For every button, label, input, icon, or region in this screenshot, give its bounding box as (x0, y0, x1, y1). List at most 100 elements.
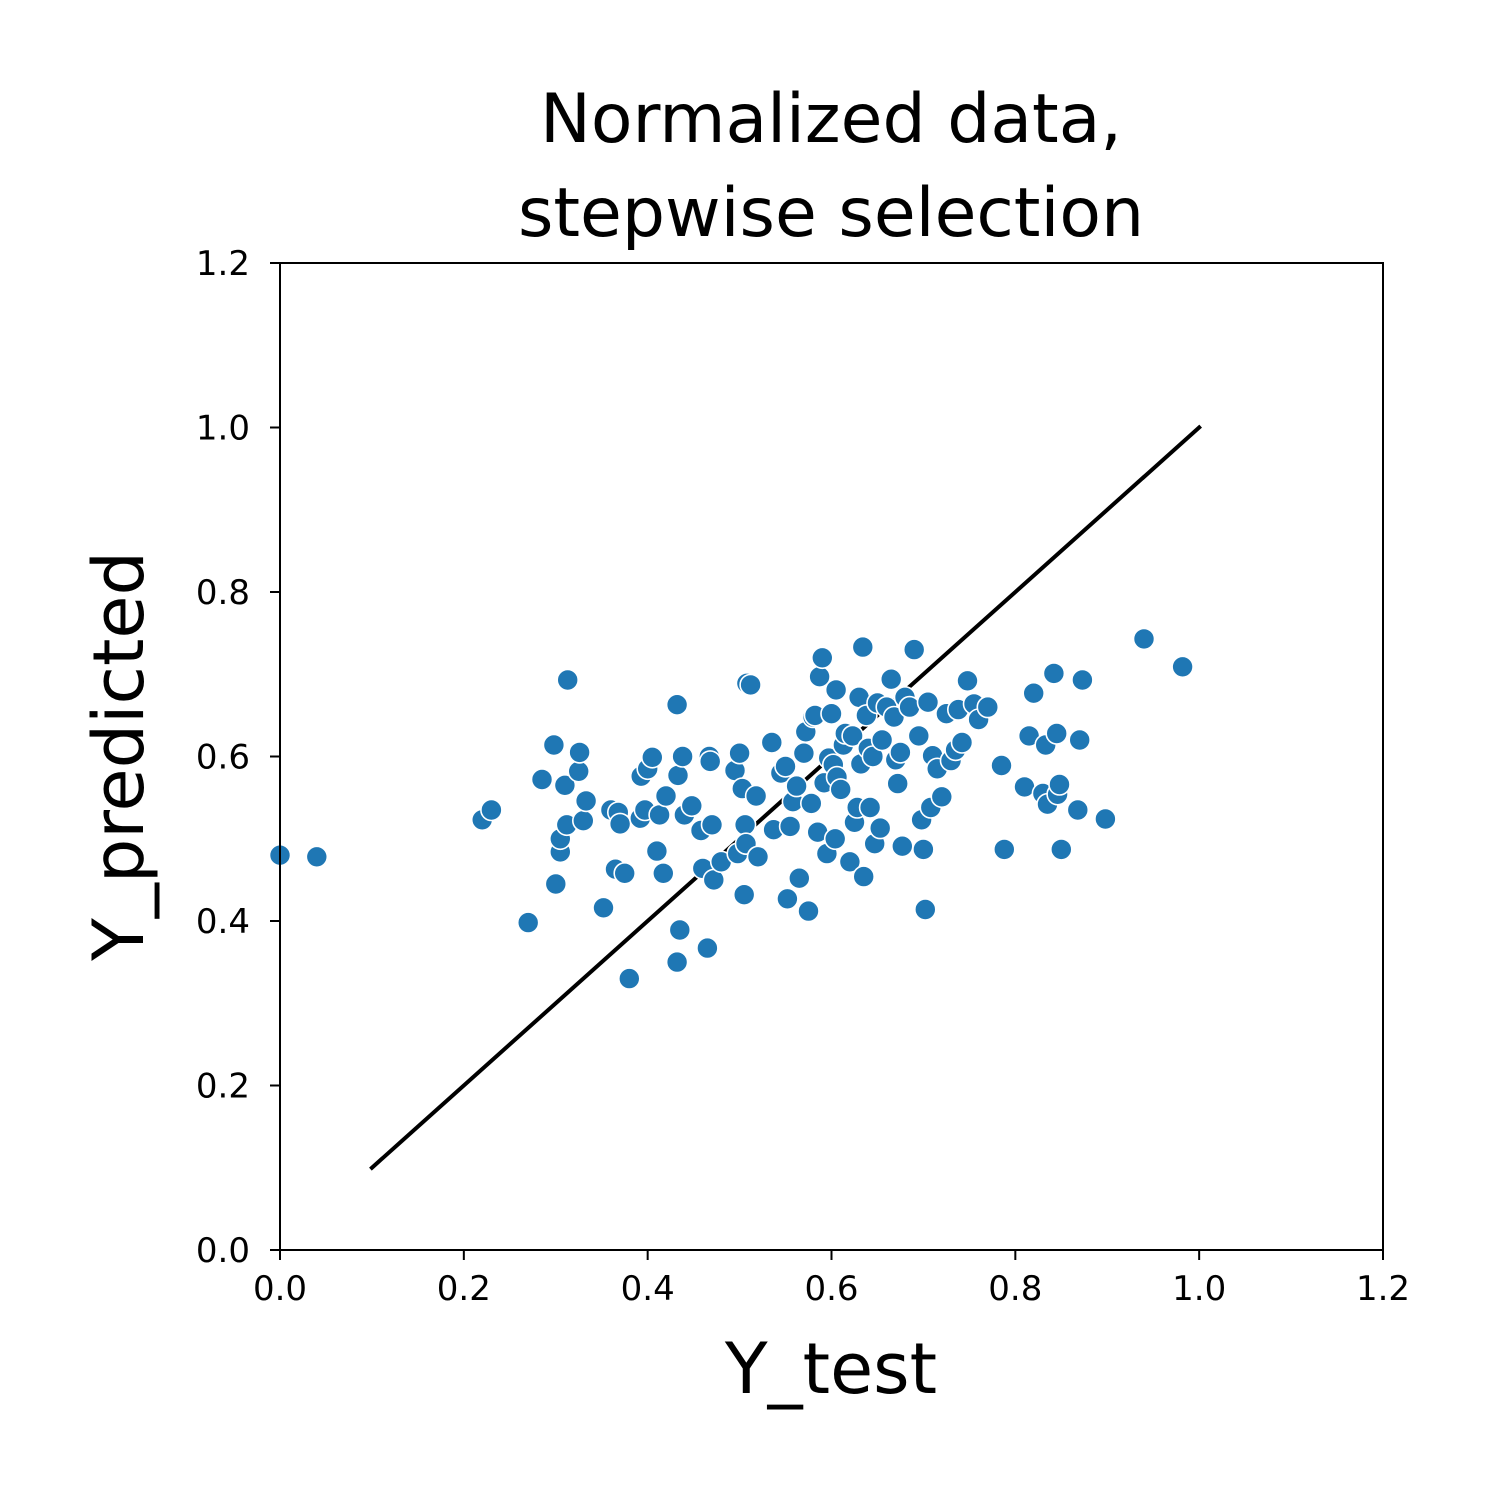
x-axis-label: Y_test (724, 1328, 937, 1410)
scatter-point (889, 741, 912, 764)
y-tick-label: 0.0 (196, 1231, 250, 1271)
scatter-point (810, 646, 834, 670)
scatter-point (305, 845, 329, 869)
scatter-point (700, 813, 724, 837)
scatter-point (778, 815, 802, 838)
scatter-point (516, 911, 540, 934)
scatter-point (542, 733, 566, 757)
chart-title-line-2: stepwise selection (518, 174, 1144, 253)
scatter-point (640, 745, 664, 769)
x-tick-label: 1.0 (1172, 1269, 1226, 1309)
x-tick-label: 1.2 (1356, 1269, 1410, 1309)
scatter-point (651, 861, 675, 885)
scatter-point (608, 812, 632, 836)
scatter-point (668, 918, 692, 942)
y-tick-label: 0.2 (196, 1067, 250, 1107)
scatter-point (797, 899, 820, 923)
scatter-point (930, 785, 954, 809)
scatter-point (654, 784, 678, 808)
scatter-point (544, 872, 568, 896)
scatter-point (592, 896, 615, 920)
y-axis-label: Y_predicted (78, 551, 160, 962)
scatter-point (890, 834, 914, 858)
scatter-point (648, 803, 671, 827)
scatter-point (739, 673, 762, 697)
y-axis-ticks: 0.0 0.2 0.4 0.6 0.8 1.0 1.2 (196, 244, 280, 1271)
scatter-point (645, 839, 669, 863)
scatter-point (776, 887, 799, 911)
scatter-point (1022, 681, 1045, 705)
scatter-point (898, 695, 921, 719)
scatter-point (990, 754, 1013, 777)
scatter-point (992, 838, 1016, 861)
scatter-point (574, 789, 598, 813)
scatter-point (728, 741, 751, 765)
scatter-point (680, 794, 704, 818)
scatter-point (665, 693, 689, 717)
scatter-point (902, 638, 926, 661)
scatter-point (913, 898, 937, 921)
scatter-point (1094, 807, 1117, 831)
scatter-point (665, 950, 689, 974)
scatter-point (907, 724, 931, 748)
scatter-point (1171, 655, 1194, 679)
y-tick-label: 1.2 (196, 244, 250, 284)
chart-title-line-1: Normalized data, (540, 80, 1122, 159)
y-tick-label: 1.0 (196, 409, 250, 449)
scatter-point (1068, 728, 1091, 752)
scatter-point (774, 755, 797, 778)
scatter-point (1042, 662, 1066, 685)
scatter-points-layer (268, 627, 1194, 990)
scatter-point (1066, 798, 1090, 822)
scatter-point (824, 678, 848, 702)
x-tick-label: 0.0 (253, 1269, 307, 1309)
scatter-point (746, 845, 770, 869)
scatter-point (556, 668, 580, 692)
scatter-point (829, 778, 853, 801)
y-tick-label: 0.4 (196, 902, 250, 942)
x-axis-ticks: 0.0 0.2 0.4 0.6 0.8 1.0 1.2 (253, 1250, 1410, 1309)
scatter-point (671, 745, 694, 768)
scatter-point (956, 669, 979, 693)
scatter-point (823, 827, 847, 851)
scatter-point (733, 813, 757, 837)
scatter-point (698, 750, 722, 773)
scatter-point (1132, 627, 1156, 651)
scatter-point (879, 667, 903, 691)
x-tick-label: 0.8 (988, 1269, 1042, 1309)
scatter-point (868, 816, 892, 840)
scatter-point (950, 731, 974, 754)
y-tick-label: 0.6 (196, 738, 250, 778)
scatter-point (976, 695, 1000, 719)
x-tick-label: 0.2 (437, 1269, 491, 1309)
scatter-point (732, 883, 756, 907)
scatter-point (916, 690, 940, 714)
scatter-point (792, 741, 816, 765)
scatter-point (852, 865, 876, 888)
scatter-point (1045, 722, 1068, 745)
scatter-point (666, 764, 690, 787)
scatter-point (696, 936, 719, 960)
scatter-point (851, 635, 875, 659)
scatter-point (760, 731, 784, 754)
scatter-point (886, 772, 910, 795)
scatter-point (820, 702, 843, 726)
scatter-point (838, 850, 862, 874)
scatter-point (553, 773, 577, 797)
scatter-point (870, 728, 894, 752)
scatter-point (785, 774, 808, 798)
scatter-point (1050, 838, 1073, 861)
scatter-point (858, 796, 882, 819)
scatter-point (787, 866, 811, 890)
scatter-point (530, 768, 554, 791)
scatter-point (567, 759, 591, 783)
x-tick-label: 0.6 (804, 1269, 858, 1309)
scatter-point (617, 967, 641, 990)
scatter-point (841, 724, 864, 748)
y-tick-label: 0.8 (196, 573, 250, 613)
scatter-point (1071, 668, 1094, 692)
scatter-point (480, 798, 503, 822)
scatter-point (744, 784, 768, 808)
scatter-point (912, 838, 935, 861)
